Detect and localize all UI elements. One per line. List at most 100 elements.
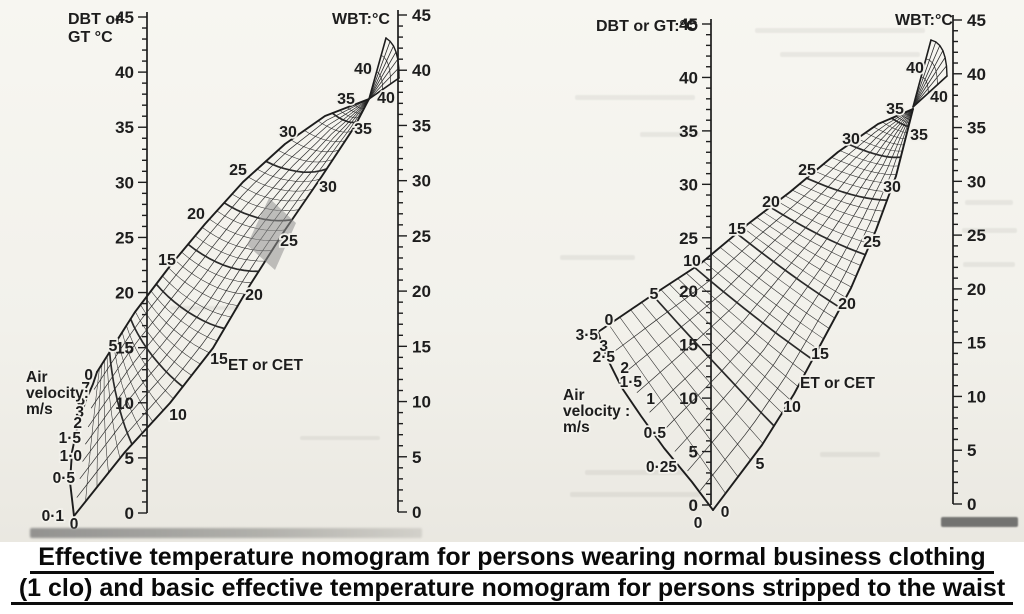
effective-temperature-nomogram-1-clo-dbt-axis-title-line: DBT or xyxy=(68,11,121,28)
scan-shadow xyxy=(941,517,1018,527)
effective-temperature-nomogram-1-clo-dbt-axis-tick-label: 40 xyxy=(115,63,134,82)
comfort-zone-shading xyxy=(247,198,296,270)
effective-temperature-nomogram-1-clo-dbt-axis-tick-label: 30 xyxy=(115,173,134,192)
scan-bleed-artifact xyxy=(575,95,695,100)
basic-effective-temperature-nomogram-stripped-fan xyxy=(597,108,914,511)
figure-caption: Effective temperature nomogram for perso… xyxy=(0,543,1024,614)
basic-effective-temperature-nomogram-stripped-dbt-axis-tick-label: 45 xyxy=(679,15,698,34)
et-or-cet-label: ET or CET xyxy=(800,375,875,392)
basic-effective-temperature-nomogram-stripped-wbt-axis-tick-label: 40 xyxy=(967,65,986,84)
caption-line-2: (1 clo) and basic effective temperature … xyxy=(10,574,1014,605)
basic-effective-temperature-nomogram-stripped-dbt-axis-tick-label: 10 xyxy=(679,389,698,408)
basic-effective-temperature-nomogram-stripped-wbt-axis-tick-label: 15 xyxy=(967,334,986,353)
et-upper-label: 35 xyxy=(886,101,904,118)
et-lower-label: 40 xyxy=(930,89,948,106)
scan-bleed-artifact xyxy=(755,28,925,33)
basic-effective-temperature-nomogram-stripped-wbt-axis: 45 40 35 30 25 20 15 10 5 0 WBT:°C xyxy=(895,11,986,514)
air-velocity-value-label: 2 xyxy=(73,415,82,432)
air-velocity-value-label: 7 xyxy=(81,380,90,397)
air-velocity-value-label: 1·5 xyxy=(620,374,643,391)
et-lower-label: 30 xyxy=(319,179,337,196)
air-velocity-value-label: 1·5 xyxy=(59,430,82,447)
effective-temperature-nomogram-1-clo-wbt-axis-tick-label: 35 xyxy=(412,116,431,135)
effective-temperature-nomogram-1-clo-dbt-axis-tick-label: 20 xyxy=(115,284,134,303)
air-velocity-value-label: 3 xyxy=(599,338,608,355)
et-upper-label: 35 xyxy=(337,91,355,108)
air-velocity-value-label: 1 xyxy=(646,391,655,408)
et-lower-label: 30 xyxy=(883,179,901,196)
et-upper-label: 30 xyxy=(279,124,297,141)
basic-effective-temperature-nomogram-stripped-top-fan xyxy=(912,39,948,108)
basic-effective-temperature-nomogram-stripped-dbt-axis-tick-label: 40 xyxy=(679,68,698,87)
effective-temperature-nomogram-1-clo-dbt-axis-tick-label: 45 xyxy=(115,8,134,27)
basic-effective-temperature-nomogram-stripped-dbt-axis-tick-label: 5 xyxy=(689,443,698,462)
effective-temperature-nomogram-1-clo-fan xyxy=(69,98,370,517)
effective-temperature-nomogram-1-clo-wbt-axis-tick-label: 15 xyxy=(412,337,431,356)
et-upper-label: 25 xyxy=(229,162,247,179)
et-upper-label: 20 xyxy=(762,194,780,211)
effective-temperature-nomogram-1-clo-wbt-axis-tick-label: 0 xyxy=(412,503,421,522)
et-upper-label: 15 xyxy=(728,221,746,238)
et-lower-label: 40 xyxy=(377,90,395,107)
basic-effective-temperature-nomogram-stripped-dbt-axis-title-line: DBT or GT:°C xyxy=(596,18,698,35)
effective-temperature-nomogram-1-clo-dbt-axis-title-line: GT °C xyxy=(68,29,113,46)
effective-temperature-nomogram-1-clo-wbt-axis-tick-label: 5 xyxy=(412,448,421,467)
basic-effective-temperature-nomogram-stripped-dbt-axis-title: DBT or GT:°C xyxy=(596,18,698,35)
scan-bleed-artifact xyxy=(780,52,920,57)
et-lower-label: 25 xyxy=(280,233,298,250)
scan-bleed-artifact xyxy=(560,255,635,260)
et-upper-label: 5 xyxy=(109,338,118,355)
effective-temperature-nomogram-1-clo-wbt-axis-tick-label: 40 xyxy=(412,61,431,80)
air-velocity-caption-line: velocity : xyxy=(563,403,630,420)
scale-zero-label: 0 xyxy=(721,504,730,521)
air-velocity-value-label: 3 xyxy=(75,404,84,421)
air-velocity-caption-line: Air xyxy=(563,387,585,404)
scan-bleed-artifact xyxy=(963,262,1015,267)
scan-bleed-artifact xyxy=(820,452,880,457)
scan-bleed-artifact xyxy=(570,492,700,497)
et-upper-label: 30 xyxy=(842,131,860,148)
air-velocity-value-label: 2·5 xyxy=(593,349,616,366)
air-velocity-value-label: 2 xyxy=(620,360,629,377)
et-lower-label: 20 xyxy=(838,296,856,313)
basic-effective-temperature-nomogram-stripped-wbt-axis-tick-label: 5 xyxy=(967,441,976,460)
air-velocity-value-label: 0·5 xyxy=(53,470,76,487)
air-velocity-value-label: 3·5 xyxy=(576,327,599,344)
air-velocity-value-label: 0 xyxy=(84,367,93,384)
basic-effective-temperature-nomogram-stripped-dbt-axis-tick-label: 25 xyxy=(679,229,698,248)
air-velocity-value-label: 0·5 xyxy=(644,425,667,442)
scan-bleed-artifact xyxy=(640,132,700,137)
effective-temperature-nomogram-1-clo-wbt-axis-tick-label: 25 xyxy=(412,227,431,246)
et-upper-label: 40 xyxy=(906,60,924,77)
et-lower-label: 25 xyxy=(863,234,881,251)
basic-effective-temperature-nomogram-stripped-dbt-axis-tick-label: 35 xyxy=(679,122,698,141)
et-or-cet-label: ET or CET xyxy=(228,357,303,374)
et-upper-label: 20 xyxy=(187,206,205,223)
basic-effective-temperature-nomogram-stripped-wbt-axis-tick-label: 10 xyxy=(967,387,986,406)
air-velocity-value-label: 5 xyxy=(76,392,85,409)
basic-effective-temperature-nomogram-stripped-wbt-axis-tick-label: 30 xyxy=(967,172,986,191)
scan-bleed-artifact xyxy=(962,228,1017,233)
et-lower-label: 10 xyxy=(169,407,187,424)
air-velocity-value-label: 1·0 xyxy=(60,448,82,465)
air-velocity-value-label: 0·1 xyxy=(42,508,65,525)
scan-shadow xyxy=(30,528,422,538)
et-upper-label: 10 xyxy=(683,253,701,270)
effective-temperature-nomogram-1-clo-wbt-axis-tick-label: 30 xyxy=(412,172,431,191)
basic-effective-temperature-nomogram-stripped-dbt-axis-tick-label: 0 xyxy=(689,496,698,515)
air-velocity-value-label: 0·25 xyxy=(646,459,677,476)
et-lower-label: 15 xyxy=(811,346,829,363)
scan-bleed-artifact xyxy=(300,436,380,440)
et-upper-label: 15 xyxy=(158,252,176,269)
basic-effective-temperature-nomogram-stripped-labels: 05101520253035405101520253035403·532·521… xyxy=(561,58,950,534)
et-lower-label: 20 xyxy=(245,287,263,304)
basic-effective-temperature-nomogram-stripped-wbt-axis-tick-label: 20 xyxy=(967,280,986,299)
scan-bleed-artifact xyxy=(965,200,1013,205)
basic-effective-temperature-nomogram-stripped-wbt-axis-tick-label: 0 xyxy=(967,495,976,514)
